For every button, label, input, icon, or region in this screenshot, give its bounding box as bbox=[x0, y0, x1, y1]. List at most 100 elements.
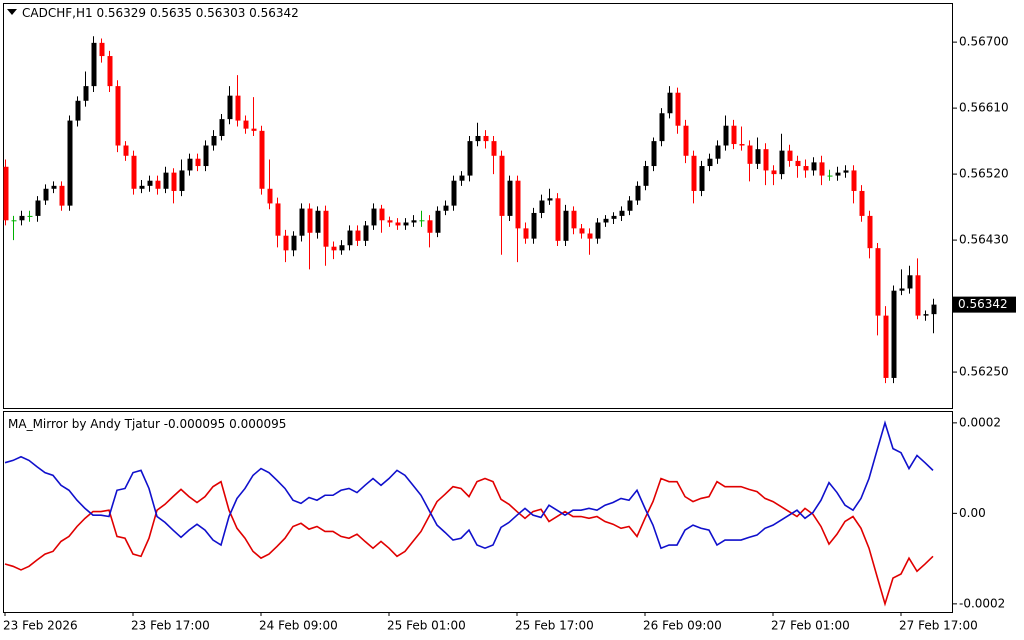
candle-body bbox=[195, 158, 201, 167]
candle-body bbox=[395, 222, 401, 226]
candle-body bbox=[891, 290, 897, 378]
candle-body bbox=[899, 288, 905, 291]
candle-body bbox=[643, 166, 649, 186]
indicator-value: -0.000095 bbox=[164, 417, 226, 431]
y-tick-label: 0.56700 bbox=[959, 35, 1009, 49]
candle-body bbox=[403, 222, 409, 226]
candle-body bbox=[827, 175, 833, 177]
candle-body bbox=[59, 185, 65, 206]
candle-body bbox=[923, 314, 929, 316]
menu-arrow[interactable] bbox=[7, 9, 17, 15]
indicator-name: MA_Mirror by Andy Tjatur bbox=[8, 417, 160, 431]
candle-body bbox=[11, 220, 17, 222]
candle-body bbox=[131, 155, 137, 189]
y-tick-label: 0.56610 bbox=[959, 101, 1009, 115]
y-tick-label: 0.56520 bbox=[959, 167, 1009, 181]
candle-body bbox=[787, 150, 793, 161]
x-tick-label: 27 Feb 01:00 bbox=[771, 619, 850, 633]
y-tick-label: -0.0002 bbox=[959, 596, 1005, 610]
candle-body bbox=[251, 128, 257, 131]
candle-body bbox=[315, 210, 321, 233]
candle-body bbox=[27, 215, 33, 217]
candle-body bbox=[355, 230, 361, 241]
symbol-header: CADCHF,H1 0.56329 0.5635 0.56303 0.56342 bbox=[22, 6, 299, 20]
x-tick-label: 25 Feb 17:00 bbox=[515, 619, 594, 633]
candle-body bbox=[795, 160, 801, 167]
close-value: 0.56342 bbox=[249, 6, 299, 20]
indicator-header: MA_Mirror by Andy Tjatur -0.000095 0.000… bbox=[8, 417, 286, 431]
candle-body bbox=[851, 170, 857, 191]
indicator-value: 0.000095 bbox=[229, 417, 286, 431]
candle-body bbox=[579, 228, 585, 234]
candle-body bbox=[875, 248, 881, 316]
candle-body bbox=[707, 158, 713, 167]
candle-body bbox=[499, 155, 505, 216]
candle-body bbox=[803, 166, 809, 171]
candle-body bbox=[723, 125, 729, 146]
y-tick-label: 0.00 bbox=[959, 506, 986, 520]
candle-body bbox=[515, 180, 521, 229]
indicator-line bbox=[4, 420, 934, 550]
indicator-panel-frame bbox=[3, 411, 953, 613]
candle-body bbox=[99, 42, 105, 57]
candle-body bbox=[611, 215, 617, 219]
candle-body bbox=[443, 205, 449, 211]
high-value: 0.5635 bbox=[150, 6, 192, 20]
x-tick-label: 25 Feb 01:00 bbox=[387, 619, 466, 633]
candle-body bbox=[19, 215, 25, 221]
candle-body bbox=[931, 304, 937, 315]
candle-body bbox=[331, 246, 337, 251]
candle-body bbox=[283, 235, 289, 251]
x-tick-label: 26 Feb 09:00 bbox=[643, 619, 722, 633]
candle-body bbox=[3, 166, 9, 221]
candle-body bbox=[731, 125, 737, 145]
candle-body bbox=[755, 149, 761, 164]
open-value: 0.56329 bbox=[96, 6, 146, 20]
candle-body bbox=[467, 141, 473, 176]
candle-body bbox=[371, 208, 377, 226]
candle-body bbox=[43, 188, 49, 201]
candle-body bbox=[323, 210, 329, 247]
price-label: 0.56342 bbox=[958, 297, 1008, 311]
candle-body bbox=[483, 135, 489, 142]
x-tick-label: 27 Feb 17:00 bbox=[899, 619, 978, 633]
candle-body bbox=[667, 92, 673, 114]
candle-body bbox=[683, 125, 689, 156]
candle-body bbox=[211, 135, 217, 146]
candle-body bbox=[451, 180, 457, 206]
candle-body bbox=[555, 198, 561, 241]
candle-body bbox=[771, 170, 777, 175]
candle-body bbox=[411, 220, 417, 223]
candle-body bbox=[75, 100, 81, 121]
candle-body bbox=[819, 162, 825, 176]
candle-body bbox=[139, 185, 145, 189]
y-tick-label: 0.56430 bbox=[959, 233, 1009, 247]
candle-body bbox=[763, 149, 769, 171]
candle-body bbox=[147, 180, 153, 186]
candle-body bbox=[619, 210, 625, 216]
candle-body bbox=[107, 56, 113, 87]
candle-body bbox=[859, 190, 865, 216]
candle-body bbox=[811, 162, 817, 171]
low-value: 0.56303 bbox=[196, 6, 246, 20]
candle-body bbox=[531, 212, 537, 239]
candle-body bbox=[163, 172, 169, 189]
indicator-line bbox=[4, 477, 934, 607]
symbol: CADCHF,H1 bbox=[22, 6, 93, 20]
candle-body bbox=[915, 275, 921, 316]
candle-body bbox=[419, 220, 425, 222]
candle-body bbox=[659, 113, 665, 142]
candle-body bbox=[835, 172, 841, 176]
candle-body bbox=[363, 225, 369, 241]
candle-body bbox=[747, 145, 753, 164]
candle-body bbox=[691, 155, 697, 191]
candle-body bbox=[739, 144, 745, 146]
candle-body bbox=[523, 228, 529, 239]
candle-body bbox=[883, 315, 889, 378]
candle-body bbox=[675, 92, 681, 126]
candle-body bbox=[907, 275, 913, 289]
candle-body bbox=[427, 220, 433, 233]
candle-body bbox=[867, 215, 873, 249]
